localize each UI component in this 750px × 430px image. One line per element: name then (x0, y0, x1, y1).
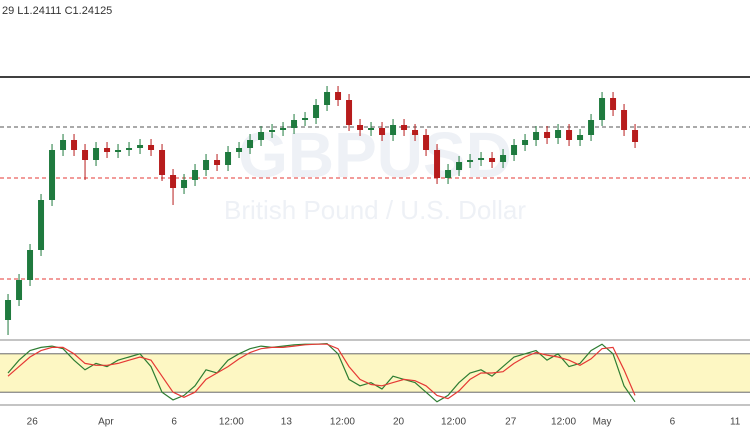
candle-body (423, 135, 430, 150)
candle-body (544, 132, 551, 138)
candle-body (5, 300, 12, 320)
watermark: GBPUSD (238, 119, 512, 191)
candle-body (313, 105, 320, 118)
candle-body (159, 150, 166, 175)
x-tick-label: 6 (670, 417, 676, 428)
candle-body (214, 160, 221, 165)
candle-body (71, 140, 78, 150)
candle-body (599, 98, 606, 120)
ohlc-legend: 29 L1.24111 C1.24125 (2, 5, 112, 17)
candle-body (445, 170, 452, 178)
candle-body (511, 145, 518, 155)
candle-body (236, 148, 243, 152)
candle-body (522, 140, 529, 145)
candle-body (16, 280, 23, 300)
watermark-subtitle: British Pound / U.S. Dollar (224, 195, 526, 225)
candle-body (401, 125, 408, 130)
candle-body (302, 118, 309, 120)
candle-body (621, 110, 628, 130)
candle-body (291, 120, 298, 128)
x-tick-label: May (593, 417, 612, 428)
candle-body (412, 130, 419, 135)
candle-body (456, 162, 463, 170)
candle-body (434, 150, 441, 178)
candle-body (357, 125, 364, 130)
candle-body (280, 128, 287, 130)
candle-body (203, 160, 210, 170)
candle-body (137, 145, 144, 148)
x-tick-label: 27 (505, 417, 517, 428)
x-tick-label: 12:00 (551, 417, 576, 428)
candle-body (192, 170, 199, 180)
candle-body (566, 130, 573, 140)
candle-body (478, 158, 485, 160)
x-tick-label: 12:00 (441, 417, 466, 428)
candle-body (104, 148, 111, 152)
x-tick-label: 11 (730, 417, 741, 428)
candle-body (225, 152, 232, 165)
candle-body (324, 92, 331, 105)
candle-body (555, 130, 562, 138)
candle-body (379, 128, 386, 135)
x-tick-label: 26 (27, 417, 39, 428)
x-tick-label: 12:00 (330, 417, 355, 428)
candle-body (269, 130, 276, 132)
candle-body (170, 175, 177, 188)
candle-body (93, 148, 100, 160)
candle-body (247, 140, 254, 148)
candle-body (126, 148, 133, 150)
x-tick-label: 13 (281, 417, 293, 428)
candle-body (181, 180, 188, 188)
candle-body (82, 150, 89, 160)
candle-body (467, 160, 474, 162)
candle-body (533, 132, 540, 140)
candle-body (368, 128, 375, 130)
candle-body (38, 200, 45, 250)
candle-body (335, 92, 342, 100)
candle-body (346, 100, 353, 125)
x-tick-label: 12:00 (219, 417, 244, 428)
candle-body (632, 130, 639, 142)
candle-body (49, 150, 56, 200)
candle-body (148, 145, 155, 150)
candle-body (258, 132, 265, 140)
candle-body (60, 140, 67, 150)
x-tick-label: Apr (98, 417, 114, 428)
candle-body (115, 150, 122, 152)
candle-body (500, 155, 507, 162)
x-tick-label: 6 (171, 417, 177, 428)
candle-body (588, 120, 595, 135)
candle-body (577, 135, 584, 140)
candle-body (610, 98, 617, 110)
candle-body (390, 125, 397, 135)
stochastic-line (7, 343, 636, 400)
candle-body (489, 158, 496, 162)
candle-body (27, 250, 34, 280)
x-tick-label: 20 (393, 417, 405, 428)
stochastic-band (0, 353, 750, 393)
